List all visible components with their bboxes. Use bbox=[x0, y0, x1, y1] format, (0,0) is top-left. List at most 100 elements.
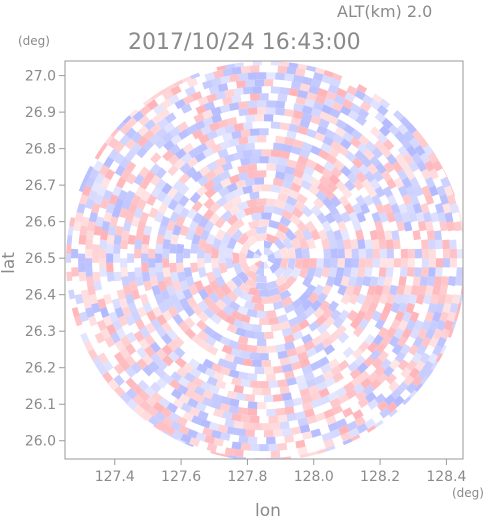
radar-cell bbox=[172, 313, 184, 326]
radar-cell bbox=[376, 372, 389, 384]
radar-cell bbox=[277, 192, 289, 203]
radar-cell bbox=[449, 239, 457, 250]
radar-cell bbox=[365, 140, 377, 153]
radar-cell bbox=[343, 381, 355, 393]
radar-cell bbox=[144, 345, 156, 358]
radar-cell bbox=[162, 238, 171, 250]
radar-cell bbox=[225, 279, 238, 292]
radar-cell bbox=[279, 87, 290, 95]
radar-cell bbox=[301, 431, 313, 440]
radar-cell bbox=[381, 284, 391, 296]
radar-cell bbox=[211, 247, 219, 259]
radar-cell bbox=[126, 173, 137, 185]
radar-cell bbox=[419, 276, 428, 287]
radar-cell bbox=[326, 181, 338, 193]
radar-cell bbox=[319, 175, 331, 187]
radar-cell bbox=[318, 118, 330, 129]
radar-cell bbox=[172, 224, 182, 236]
radar-cell bbox=[352, 284, 362, 297]
radar-cell bbox=[394, 351, 406, 363]
radar-cell bbox=[275, 343, 286, 353]
radar-cell bbox=[247, 408, 258, 416]
radar-cell bbox=[270, 184, 282, 193]
radar-cell bbox=[205, 233, 216, 245]
radar-cell bbox=[274, 266, 287, 279]
radar-cell bbox=[114, 164, 126, 177]
radar-cell bbox=[316, 292, 328, 304]
radar-cell bbox=[100, 328, 111, 340]
radar-cell bbox=[85, 307, 95, 318]
radar-cell bbox=[432, 328, 443, 340]
radar-cell bbox=[286, 413, 297, 422]
radar-cell bbox=[277, 379, 288, 388]
radar-cell bbox=[355, 229, 365, 241]
radar-cell bbox=[256, 135, 267, 143]
radar-cell bbox=[174, 98, 186, 110]
radar-cell bbox=[239, 241, 251, 254]
radar-cell bbox=[266, 233, 279, 244]
radar-cell bbox=[161, 321, 173, 334]
radar-cell bbox=[74, 212, 84, 223]
radar-cell bbox=[275, 107, 286, 116]
radar-cell bbox=[342, 98, 354, 110]
radar-cell bbox=[421, 267, 429, 277]
radar-cell bbox=[261, 423, 271, 431]
radar-cell bbox=[306, 237, 316, 250]
radar-cell bbox=[266, 107, 276, 115]
radar-cell bbox=[291, 207, 304, 219]
radar-cell bbox=[374, 284, 384, 296]
radar-cell bbox=[211, 174, 223, 186]
radar-cell bbox=[233, 87, 244, 96]
radar-cell bbox=[366, 186, 378, 198]
radar-cell bbox=[191, 200, 203, 212]
radar-cell bbox=[91, 202, 101, 214]
radar-cell bbox=[118, 207, 129, 219]
radar-cell bbox=[126, 331, 137, 344]
radar-cell bbox=[295, 96, 306, 106]
radar-cell bbox=[428, 168, 439, 180]
radar-cell bbox=[356, 293, 367, 305]
radar-cell bbox=[264, 429, 274, 438]
radar-cell bbox=[266, 280, 279, 290]
radar-cell bbox=[367, 302, 378, 314]
radar-cell bbox=[277, 442, 288, 451]
radar-cell bbox=[273, 258, 282, 268]
radar-cell bbox=[215, 90, 226, 100]
radar-cell bbox=[258, 289, 270, 297]
radar-cell bbox=[111, 298, 122, 310]
radar-cell bbox=[85, 239, 93, 250]
radar-cell bbox=[256, 310, 267, 319]
radar-cell bbox=[247, 436, 258, 444]
radar-cell bbox=[76, 203, 86, 214]
radar-cell bbox=[347, 309, 358, 322]
radar-cell bbox=[254, 331, 264, 340]
radar-cell bbox=[386, 194, 397, 206]
radar-cell bbox=[449, 203, 459, 214]
radar-cell bbox=[66, 194, 74, 205]
radar-cell bbox=[424, 311, 435, 323]
radar-cell bbox=[401, 327, 413, 340]
radar-cell bbox=[261, 359, 272, 368]
radar-cell bbox=[197, 311, 210, 323]
radar-cell bbox=[388, 380, 400, 393]
radar-cell bbox=[249, 415, 260, 424]
radar-cell bbox=[364, 418, 376, 429]
radar-cell bbox=[191, 334, 203, 346]
radar-cell bbox=[456, 267, 463, 277]
radar-cell bbox=[411, 152, 423, 165]
radar-cell bbox=[247, 219, 260, 230]
radar-cell bbox=[313, 163, 326, 174]
radar-cell bbox=[172, 191, 184, 203]
radar-cell bbox=[173, 203, 185, 215]
radar-cell bbox=[179, 225, 189, 237]
radar-cell bbox=[297, 381, 309, 391]
radar-cell bbox=[268, 219, 281, 230]
radar-cell bbox=[175, 289, 186, 301]
radar-cell bbox=[425, 328, 436, 340]
radar-cell bbox=[302, 275, 313, 288]
radar-cell bbox=[194, 151, 206, 163]
radar-cell bbox=[164, 425, 176, 436]
radar-cell bbox=[378, 211, 389, 223]
radar-cell bbox=[344, 258, 352, 268]
radar-cell bbox=[142, 302, 153, 314]
